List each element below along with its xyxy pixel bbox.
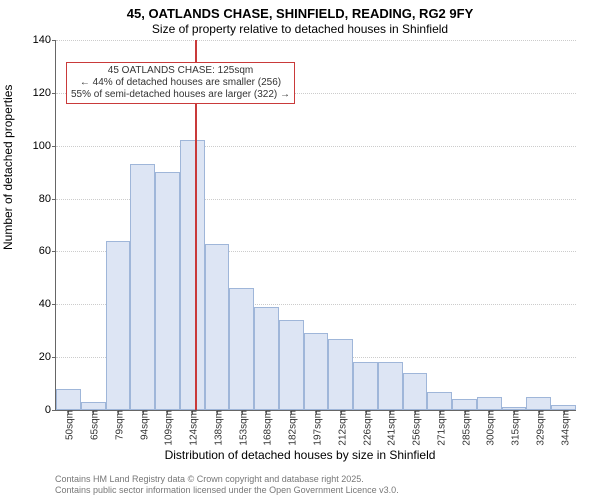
histogram-bar	[155, 172, 180, 410]
x-tick-label: 241sqm	[383, 410, 398, 446]
histogram-bar	[180, 140, 205, 410]
x-tick-label: 315sqm	[507, 410, 522, 446]
y-tick-label: 40	[39, 298, 56, 310]
histogram-bar	[81, 402, 106, 410]
x-tick-label: 300sqm	[482, 410, 497, 446]
histogram-bar	[56, 389, 81, 410]
x-tick-label: 138sqm	[209, 410, 224, 446]
x-tick-label: 285sqm	[457, 410, 472, 446]
histogram-bar	[427, 392, 452, 411]
footer-line1: Contains HM Land Registry data © Crown c…	[55, 474, 399, 485]
x-tick-label: 182sqm	[284, 410, 299, 446]
x-tick-label: 197sqm	[309, 410, 324, 446]
histogram-bar	[106, 241, 131, 410]
x-tick-label: 271sqm	[432, 410, 447, 446]
x-tick-label: 212sqm	[333, 410, 348, 446]
x-tick-label: 344sqm	[556, 410, 571, 446]
gridline	[56, 40, 576, 41]
histogram-bar	[526, 397, 551, 410]
histogram-bar	[403, 373, 428, 410]
x-tick-label: 226sqm	[358, 410, 373, 446]
x-tick-label: 79sqm	[110, 410, 125, 440]
histogram-bar	[378, 362, 403, 410]
footer-attribution: Contains HM Land Registry data © Crown c…	[55, 474, 399, 496]
x-tick-label: 256sqm	[408, 410, 423, 446]
histogram-bar	[328, 339, 353, 410]
y-tick-label: 140	[33, 34, 56, 46]
histogram-bar	[130, 164, 155, 410]
chart-title-line1: 45, OATLANDS CHASE, SHINFIELD, READING, …	[0, 6, 600, 21]
x-tick-label: 168sqm	[259, 410, 274, 446]
x-tick-label: 153sqm	[234, 410, 249, 446]
footer-line2: Contains public sector information licen…	[55, 485, 399, 496]
histogram-bar	[254, 307, 279, 410]
histogram-bar	[205, 244, 230, 411]
x-tick-label: 50sqm	[61, 410, 76, 440]
y-axis-label-text: Number of detached properties	[1, 85, 15, 250]
annotation-line1: ← 44% of detached houses are smaller (25…	[71, 77, 290, 89]
y-tick-label: 120	[33, 87, 56, 99]
histogram-bar	[304, 333, 329, 410]
chart-title-line2: Size of property relative to detached ho…	[0, 22, 600, 36]
histogram-bar	[229, 288, 254, 410]
histogram-bar	[477, 397, 502, 410]
plot-area: 02040608010012014050sqm65sqm79sqm94sqm10…	[55, 40, 576, 411]
y-tick-label: 100	[33, 140, 56, 152]
annotation-header: 45 OATLANDS CHASE: 125sqm	[71, 65, 290, 77]
x-tick-label: 109sqm	[160, 410, 175, 446]
gridline	[56, 146, 576, 147]
y-tick-label: 0	[45, 404, 56, 416]
chart-container: 45, OATLANDS CHASE, SHINFIELD, READING, …	[0, 0, 600, 500]
histogram-bar	[452, 399, 477, 410]
y-tick-label: 60	[39, 245, 56, 257]
histogram-bar	[353, 362, 378, 410]
annotation-line2: 55% of semi-detached houses are larger (…	[71, 89, 290, 101]
x-tick-label: 94sqm	[135, 410, 150, 440]
y-axis-label: Number of detached properties	[1, 85, 15, 250]
x-tick-label: 329sqm	[531, 410, 546, 446]
y-tick-label: 80	[39, 193, 56, 205]
histogram-bar	[279, 320, 304, 410]
annotation-box: 45 OATLANDS CHASE: 125sqm← 44% of detach…	[66, 62, 295, 104]
x-tick-label: 65sqm	[86, 410, 101, 440]
x-tick-label: 124sqm	[185, 410, 200, 446]
y-tick-label: 20	[39, 351, 56, 363]
x-axis-label: Distribution of detached houses by size …	[0, 448, 600, 462]
